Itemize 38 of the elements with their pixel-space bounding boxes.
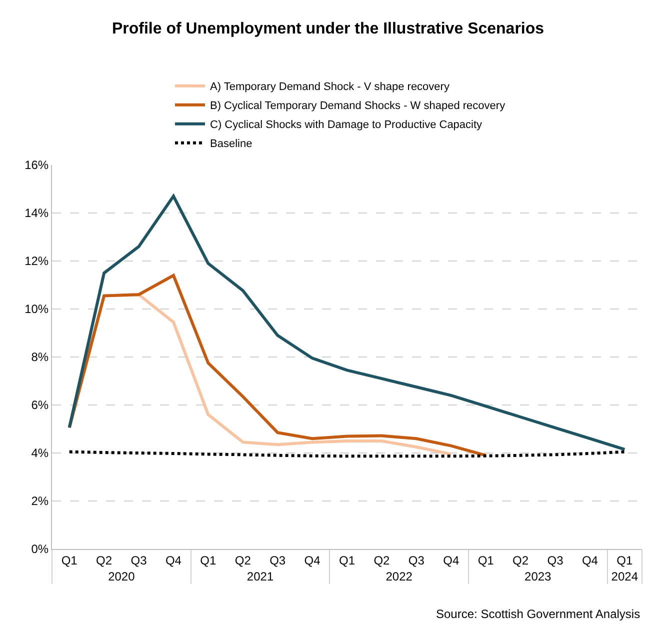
line-series — [68, 194, 626, 451]
source-note: Source: Scottish Government Analysis — [436, 607, 640, 621]
x-tick-label: Q4 — [582, 553, 598, 568]
x-tick-label: Q1 — [478, 553, 494, 568]
y-tick-label: 0% — [31, 542, 49, 556]
x-tick-label: Q3 — [130, 553, 148, 568]
chart-title: Profile of Unemployment under the Illustrative Scenarios — [112, 20, 544, 38]
y-tick-label: 4% — [31, 446, 49, 460]
text: 2023 — [524, 569, 552, 584]
y-tick-label: 14% — [24, 206, 49, 220]
x-tick-label: Q4 — [443, 553, 460, 568]
y-tick-label: 16% — [24, 158, 49, 172]
legend-label: Baseline — [210, 138, 252, 150]
x-tick-label: Q2 — [234, 553, 252, 568]
x-tick-label: Q4 — [304, 553, 321, 568]
y-tick-label: 6% — [31, 398, 49, 412]
x-tick-label: Q4 — [165, 553, 182, 568]
y-tick-label: 2% — [31, 494, 49, 508]
x-tick-label: Q3 — [270, 553, 286, 568]
x-tick-label: Q2 — [374, 553, 390, 568]
legend-label: B) Cyclical Temporary Demand Shocks - W shaped recovery — [210, 100, 506, 112]
y-tick-label: 12% — [24, 254, 49, 268]
text: 2020 — [108, 569, 136, 584]
legend-label: A) Temporary Demand Shock - V shape recovery — [210, 81, 450, 94]
text: 2024 — [611, 569, 638, 584]
y-tick-label: 8% — [31, 350, 49, 364]
x-tick-label: Q2 — [512, 553, 529, 568]
x-tick-label: Q1 — [338, 553, 356, 568]
x-tick-label: Q1 — [616, 553, 633, 568]
y-tick-label: 10% — [24, 302, 49, 316]
x-tick-label: Q2 — [96, 553, 112, 568]
text: 2022 — [386, 569, 413, 584]
x-tick-label: Q3 — [547, 553, 564, 568]
text: 2021 — [246, 569, 274, 584]
x-tick-label: Q3 — [408, 553, 425, 568]
legend-label: C) Cyclical Shocks with Damage to Productive Capacity — [210, 119, 483, 132]
x-tick-label: Q1 — [61, 553, 78, 568]
x-tick-label: Q1 — [200, 553, 217, 568]
